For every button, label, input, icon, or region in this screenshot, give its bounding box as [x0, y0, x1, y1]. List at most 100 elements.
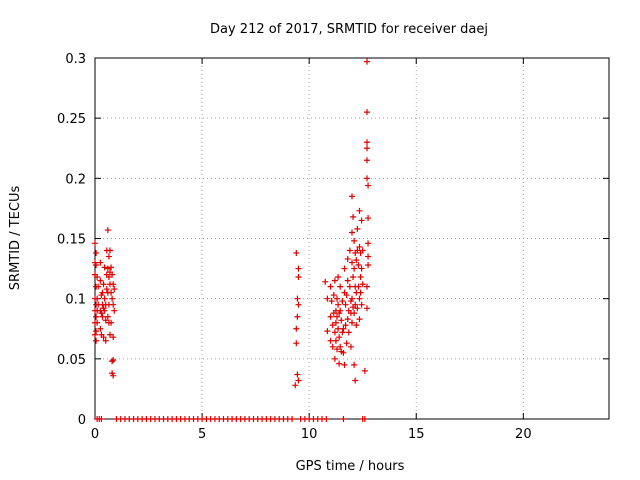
data-point — [93, 328, 100, 335]
data-point — [104, 313, 111, 320]
data-point — [365, 215, 372, 222]
data-point — [335, 325, 342, 332]
data-point — [331, 277, 338, 284]
data-point — [345, 329, 352, 336]
data-point — [99, 313, 106, 320]
data-point — [353, 257, 360, 264]
data-point — [350, 213, 357, 220]
data-point — [338, 317, 345, 324]
data-point — [334, 313, 341, 320]
data-point — [329, 343, 336, 350]
data-point — [109, 358, 116, 365]
data-point — [347, 343, 354, 350]
data-point — [358, 217, 365, 224]
x-tick-label: 5 — [198, 427, 206, 442]
data-point — [336, 360, 343, 367]
data-point — [110, 281, 117, 288]
data-point — [101, 307, 108, 314]
data-point — [102, 337, 109, 344]
data-point — [357, 274, 364, 281]
data-point — [365, 240, 372, 247]
data-point — [349, 193, 355, 200]
data-point — [344, 316, 351, 323]
data-point — [104, 265, 111, 272]
data-point — [365, 253, 372, 260]
data-point — [323, 416, 330, 422]
data-point — [295, 377, 302, 384]
data-point — [94, 274, 101, 281]
data-point — [342, 301, 349, 308]
data-point — [101, 295, 108, 302]
data-point — [294, 313, 301, 320]
data-points — [92, 58, 372, 422]
x-tick-label: 15 — [408, 427, 425, 442]
data-point — [327, 313, 334, 320]
data-point — [332, 337, 339, 344]
data-point — [94, 319, 101, 326]
data-point — [351, 265, 358, 272]
data-point — [105, 253, 112, 260]
data-point — [363, 283, 370, 290]
data-point — [106, 331, 113, 338]
data-point — [346, 247, 353, 254]
data-point — [106, 247, 113, 254]
data-point — [94, 295, 101, 302]
data-point — [344, 277, 351, 284]
data-point — [334, 346, 341, 353]
data-point — [109, 271, 116, 278]
y-tick-label: 0.3 — [65, 52, 86, 67]
y-axis-label: SRMTID / TECUs — [8, 186, 23, 291]
data-point — [358, 265, 365, 272]
data-point — [295, 274, 302, 281]
data-point — [110, 357, 117, 364]
data-point — [349, 295, 355, 302]
data-point — [365, 182, 372, 189]
data-point — [103, 286, 110, 293]
data-point — [95, 283, 102, 290]
data-point — [100, 281, 107, 288]
chart-title: Day 212 of 2017, SRMTID for receiver dae… — [210, 22, 488, 37]
data-point — [350, 274, 357, 281]
x-tick-label: 0 — [91, 427, 99, 442]
data-point — [363, 175, 370, 182]
data-point — [108, 264, 115, 271]
data-point — [349, 319, 355, 326]
data-point — [93, 261, 100, 268]
data-point — [356, 316, 363, 323]
data-point — [358, 301, 365, 308]
data-point — [346, 283, 353, 290]
data-point — [327, 283, 334, 290]
data-point — [352, 301, 359, 308]
x-tick-label: 10 — [301, 427, 318, 442]
data-point — [356, 295, 363, 302]
data-point — [363, 305, 370, 312]
data-point — [363, 145, 370, 152]
data-point — [337, 343, 344, 350]
data-point — [110, 334, 117, 341]
data-point — [351, 361, 358, 368]
data-point — [327, 337, 334, 344]
data-point — [363, 58, 370, 65]
data-point — [109, 295, 116, 302]
y-tick-label: 0.25 — [57, 112, 86, 127]
y-tick-label: 0.2 — [65, 172, 86, 187]
data-point — [101, 264, 108, 271]
data-point — [341, 265, 348, 272]
data-point — [111, 307, 118, 314]
data-point — [336, 334, 343, 341]
data-point — [324, 328, 331, 335]
data-point — [339, 329, 346, 336]
data-point — [351, 310, 358, 317]
data-point — [108, 319, 115, 326]
data-point — [93, 337, 100, 344]
data-point — [343, 292, 350, 299]
data-point — [359, 281, 366, 288]
data-point — [354, 247, 361, 254]
data-point — [93, 249, 100, 256]
data-point — [340, 349, 347, 356]
data-point — [340, 416, 347, 422]
x-axis-label: GPS time / hours — [296, 459, 405, 474]
data-point — [293, 249, 300, 256]
data-point — [355, 283, 362, 290]
data-point — [332, 319, 339, 326]
